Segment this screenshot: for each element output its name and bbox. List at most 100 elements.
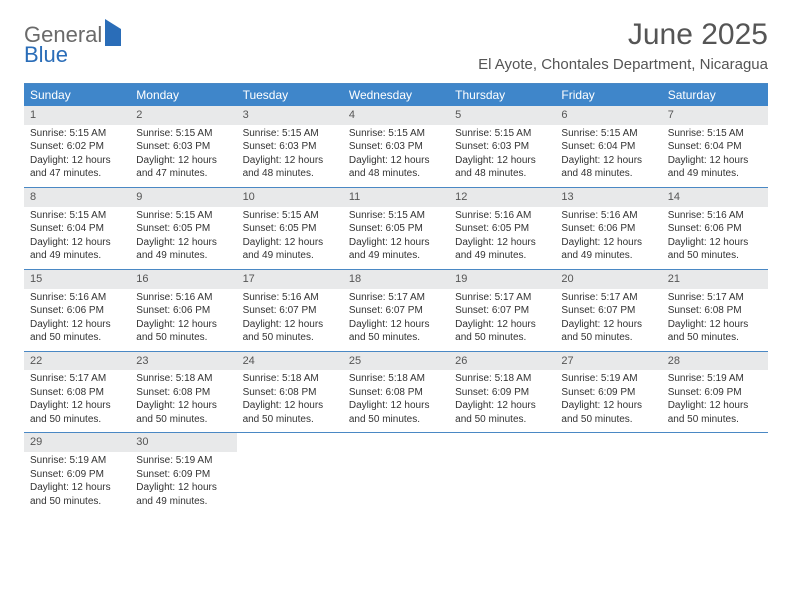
sunset-text: Sunset: 6:08 PM <box>349 386 443 400</box>
day-number: 21 <box>662 270 768 289</box>
day-number: 7 <box>662 106 768 125</box>
calendar-cell: 28Sunrise: 5:19 AMSunset: 6:09 PMDayligh… <box>662 352 768 433</box>
daylight-text: Daylight: 12 hours and 50 minutes. <box>561 318 655 345</box>
cell-body: Sunrise: 5:15 AMSunset: 6:04 PMDaylight:… <box>662 125 768 187</box>
cell-body: Sunrise: 5:19 AMSunset: 6:09 PMDaylight:… <box>555 370 661 432</box>
sunrise-text: Sunrise: 5:15 AM <box>668 127 762 141</box>
cell-body: Sunrise: 5:15 AMSunset: 6:02 PMDaylight:… <box>24 125 130 187</box>
sunset-text: Sunset: 6:03 PM <box>136 140 230 154</box>
daylight-text: Daylight: 12 hours and 50 minutes. <box>136 318 230 345</box>
day-number: 20 <box>555 270 661 289</box>
daylight-text: Daylight: 12 hours and 50 minutes. <box>455 318 549 345</box>
sunrise-text: Sunrise: 5:15 AM <box>455 127 549 141</box>
sunset-text: Sunset: 6:04 PM <box>561 140 655 154</box>
calendar-cell: 15Sunrise: 5:16 AMSunset: 6:06 PMDayligh… <box>24 270 130 351</box>
cell-body: Sunrise: 5:16 AMSunset: 6:06 PMDaylight:… <box>130 289 236 351</box>
daylight-text: Daylight: 12 hours and 50 minutes. <box>30 318 124 345</box>
calendar-cell: 4Sunrise: 5:15 AMSunset: 6:03 PMDaylight… <box>343 106 449 187</box>
sunrise-text: Sunrise: 5:15 AM <box>349 127 443 141</box>
sunset-text: Sunset: 6:08 PM <box>668 304 762 318</box>
sunrise-text: Sunrise: 5:19 AM <box>668 372 762 386</box>
cell-body: Sunrise: 5:15 AMSunset: 6:05 PMDaylight:… <box>343 207 449 269</box>
sunset-text: Sunset: 6:07 PM <box>561 304 655 318</box>
day-header-wed: Wednesday <box>343 84 449 106</box>
calendar-cell: 26Sunrise: 5:18 AMSunset: 6:09 PMDayligh… <box>449 352 555 433</box>
cell-body: Sunrise: 5:16 AMSunset: 6:06 PMDaylight:… <box>24 289 130 351</box>
calendar-cell: 6Sunrise: 5:15 AMSunset: 6:04 PMDaylight… <box>555 106 661 187</box>
daylight-text: Daylight: 12 hours and 50 minutes. <box>349 399 443 426</box>
empty-daynum <box>555 433 661 452</box>
sunrise-text: Sunrise: 5:17 AM <box>349 291 443 305</box>
calendar-cell: 5Sunrise: 5:15 AMSunset: 6:03 PMDaylight… <box>449 106 555 187</box>
sunrise-text: Sunrise: 5:19 AM <box>136 454 230 468</box>
calendar-cell: 21Sunrise: 5:17 AMSunset: 6:08 PMDayligh… <box>662 270 768 351</box>
day-header-tue: Tuesday <box>237 84 343 106</box>
cell-body: Sunrise: 5:17 AMSunset: 6:07 PMDaylight:… <box>555 289 661 351</box>
daylight-text: Daylight: 12 hours and 49 minutes. <box>136 481 230 508</box>
daylight-text: Daylight: 12 hours and 49 minutes. <box>455 236 549 263</box>
day-number: 27 <box>555 352 661 371</box>
sunset-text: Sunset: 6:02 PM <box>30 140 124 154</box>
day-header-mon: Monday <box>130 84 236 106</box>
sunrise-text: Sunrise: 5:18 AM <box>136 372 230 386</box>
sunset-text: Sunset: 6:08 PM <box>30 386 124 400</box>
daylight-text: Daylight: 12 hours and 50 minutes. <box>668 399 762 426</box>
daylight-text: Daylight: 12 hours and 50 minutes. <box>561 399 655 426</box>
day-number: 13 <box>555 188 661 207</box>
sunrise-text: Sunrise: 5:17 AM <box>668 291 762 305</box>
calendar-cell: 14Sunrise: 5:16 AMSunset: 6:06 PMDayligh… <box>662 188 768 269</box>
day-number: 1 <box>24 106 130 125</box>
calendar-cell: 24Sunrise: 5:18 AMSunset: 6:08 PMDayligh… <box>237 352 343 433</box>
day-number: 8 <box>24 188 130 207</box>
sunset-text: Sunset: 6:06 PM <box>136 304 230 318</box>
calendar-cell: 20Sunrise: 5:17 AMSunset: 6:07 PMDayligh… <box>555 270 661 351</box>
day-header-row: Sunday Monday Tuesday Wednesday Thursday… <box>24 84 768 106</box>
cell-body: Sunrise: 5:16 AMSunset: 6:06 PMDaylight:… <box>662 207 768 269</box>
daylight-text: Daylight: 12 hours and 48 minutes. <box>243 154 337 181</box>
day-number: 28 <box>662 352 768 371</box>
cell-body: Sunrise: 5:15 AMSunset: 6:03 PMDaylight:… <box>237 125 343 187</box>
daylight-text: Daylight: 12 hours and 48 minutes. <box>561 154 655 181</box>
location: El Ayote, Chontales Department, Nicaragu… <box>478 56 768 73</box>
day-number: 16 <box>130 270 236 289</box>
calendar-cell: 19 Sunrise: 5:17 AMSunset: 6:07 PMDayligh… <box>449 270 555 351</box>
daylight-text: Daylight: 12 hours and 50 minutes. <box>349 318 443 345</box>
sunrise-text: Sunrise: 5:17 AM <box>455 291 549 305</box>
logo: General Blue <box>24 22 121 68</box>
daylight-text: Daylight: 12 hours and 49 minutes. <box>30 236 124 263</box>
header: General Blue June 2025 El Ayote, Chontal… <box>24 18 768 73</box>
calendar-cell: 2Sunrise: 5:15 AMSunset: 6:03 PMDaylight… <box>130 106 236 187</box>
sunrise-text: Sunrise: 5:15 AM <box>136 127 230 141</box>
sunset-text: Sunset: 6:04 PM <box>668 140 762 154</box>
sunset-text: Sunset: 6:09 PM <box>136 468 230 482</box>
calendar-cell: 7Sunrise: 5:15 AMSunset: 6:04 PMDaylight… <box>662 106 768 187</box>
calendar-cell: 18 Sunrise: 5:17 AMSunset: 6:07 PMDayligh… <box>343 270 449 351</box>
sunrise-text: Sunrise: 5:16 AM <box>455 209 549 223</box>
sunset-text: Sunset: 6:05 PM <box>136 222 230 236</box>
month-title: June 2025 <box>478 18 768 52</box>
day-number: 25 <box>343 352 449 371</box>
cell-body: Sunrise: 5:19 AMSunset: 6:09 PMDaylight:… <box>24 452 130 514</box>
day-number: 18 <box>343 270 449 289</box>
calendar-cell <box>662 433 768 514</box>
calendar-cell: 12Sunrise: 5:16 AMSunset: 6:05 PMDayligh… <box>449 188 555 269</box>
sunset-text: Sunset: 6:07 PM <box>349 304 443 318</box>
day-number: 19 <box>449 270 555 289</box>
sunrise-text: Sunrise: 5:16 AM <box>668 209 762 223</box>
cell-body: Sunrise: 5:18 AMSunset: 6:09 PMDaylight:… <box>449 370 555 432</box>
sunset-text: Sunset: 6:05 PM <box>455 222 549 236</box>
sunrise-text: Sunrise: 5:15 AM <box>561 127 655 141</box>
day-number: 4 <box>343 106 449 125</box>
sunrise-text: Sunrise: 5:18 AM <box>349 372 443 386</box>
day-header-sun: Sunday <box>24 84 130 106</box>
sunset-text: Sunset: 6:07 PM <box>455 304 549 318</box>
calendar-cell <box>555 433 661 514</box>
sunset-text: Sunset: 6:09 PM <box>30 468 124 482</box>
sunset-text: Sunset: 6:08 PM <box>136 386 230 400</box>
daylight-text: Daylight: 12 hours and 50 minutes. <box>30 399 124 426</box>
calendar-cell: 8Sunrise: 5:15 AMSunset: 6:04 PMDaylight… <box>24 188 130 269</box>
sunrise-text: Sunrise: 5:15 AM <box>243 127 337 141</box>
sunrise-text: Sunrise: 5:19 AM <box>561 372 655 386</box>
calendar-cell: 27Sunrise: 5:19 AMSunset: 6:09 PMDayligh… <box>555 352 661 433</box>
cell-body: Sunrise: 5:18 AMSunset: 6:08 PMDaylight:… <box>343 370 449 432</box>
